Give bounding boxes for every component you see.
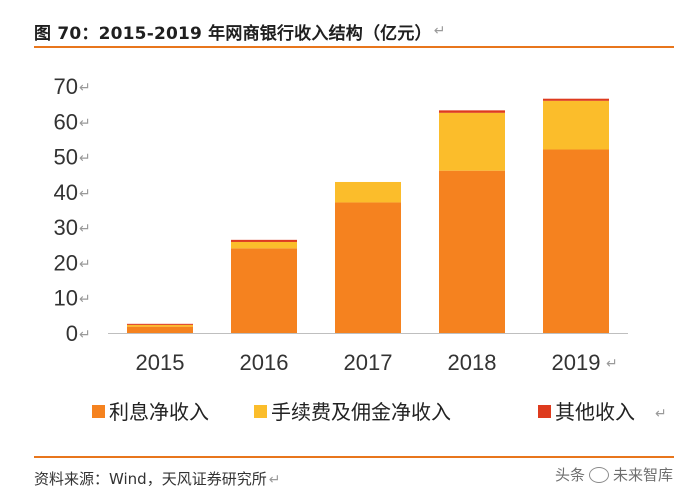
source-footer: 资料来源：Wind，天风证券研究所 ↵ [34,456,674,489]
bar-fee-commission-2016 [231,241,297,249]
bar-other-2016 [231,239,297,242]
paragraph-mark-icon: ↵ [433,23,446,39]
y-tick-label: 60 [54,109,78,134]
y-tick-label: 70 [54,74,78,99]
x-tick-label: 2016 [240,350,289,375]
wechat-logo-icon [588,466,609,483]
bar-series [127,98,609,333]
bar-other-2018 [439,110,505,113]
bar-other-2019 [543,98,609,101]
bar-net-interest-2018 [439,170,505,333]
paragraph-mark-icon: ↵ [268,472,281,488]
legend-swatch [92,405,105,418]
paragraph-mark-icon: ↵ [79,256,91,272]
legend-label: 手续费及佣金净收入 [271,400,451,424]
paragraph-mark-icon: ↵ [79,186,91,202]
bar-fee-commission-2015 [127,324,193,327]
paragraph-mark-icon: ↵ [79,151,91,167]
watermark-right-text: 未来智库 [612,466,673,484]
legend: 利息净收入 手续费及佣金净收入 其他收入 ↵ [92,400,667,424]
paragraph-mark-icon: ↵ [79,115,91,131]
watermark: 头条 未来智库 [555,464,673,485]
legend-label: 利息净收入 [109,400,209,424]
y-axis: 0 ↵10 ↵20 ↵30 ↵40 ↵50 ↵60 ↵70 ↵ [54,74,91,346]
x-axis: 2015 2016 2017 2018 2019 ↵ [136,350,618,375]
paragraph-mark-icon: ↵ [79,80,91,96]
bar-other-2015 [127,323,193,325]
bar-net-interest-2019 [543,149,609,333]
paragraph-mark-icon: ↵ [655,406,667,422]
y-tick-label: 50 [54,145,78,170]
legend-swatch [254,405,267,418]
watermark-left-text: 头条 [554,466,585,484]
x-tick-label: 2018 [448,350,497,375]
y-tick-label: 40 [54,180,78,205]
bar-fee-commission-2018 [439,112,505,171]
paragraph-mark-icon: ↵ [79,327,91,343]
source-text: 资料来源：Wind，天风证券研究所 [34,470,267,488]
paragraph-mark-icon: ↵ [606,356,618,372]
paragraph-mark-icon: ↵ [79,221,91,237]
legend-label: 其他收入 [555,400,635,424]
figure-header: 图 70：2015-2019 年网商银行收入结构（亿元） ↵ [34,16,674,48]
bar-fee-commission-2017 [335,181,401,203]
y-tick-label: 20 [54,250,78,275]
legend-swatch [538,405,551,418]
bar-fee-commission-2019 [543,100,609,150]
y-tick-label: 10 [54,286,78,311]
y-tick-label: 30 [54,215,78,240]
y-tick-label: 0 [66,321,78,346]
x-tick-label: 2019 [552,350,601,375]
bar-net-interest-2015 [127,326,193,333]
figure-title: 图 70：2015-2019 年网商银行收入结构（亿元） [34,23,432,44]
bar-net-interest-2017 [335,202,401,333]
x-tick-label: 2015 [136,350,185,375]
paragraph-mark-icon: ↵ [79,292,91,308]
bar-net-interest-2016 [231,248,297,333]
x-tick-label: 2017 [344,350,393,375]
